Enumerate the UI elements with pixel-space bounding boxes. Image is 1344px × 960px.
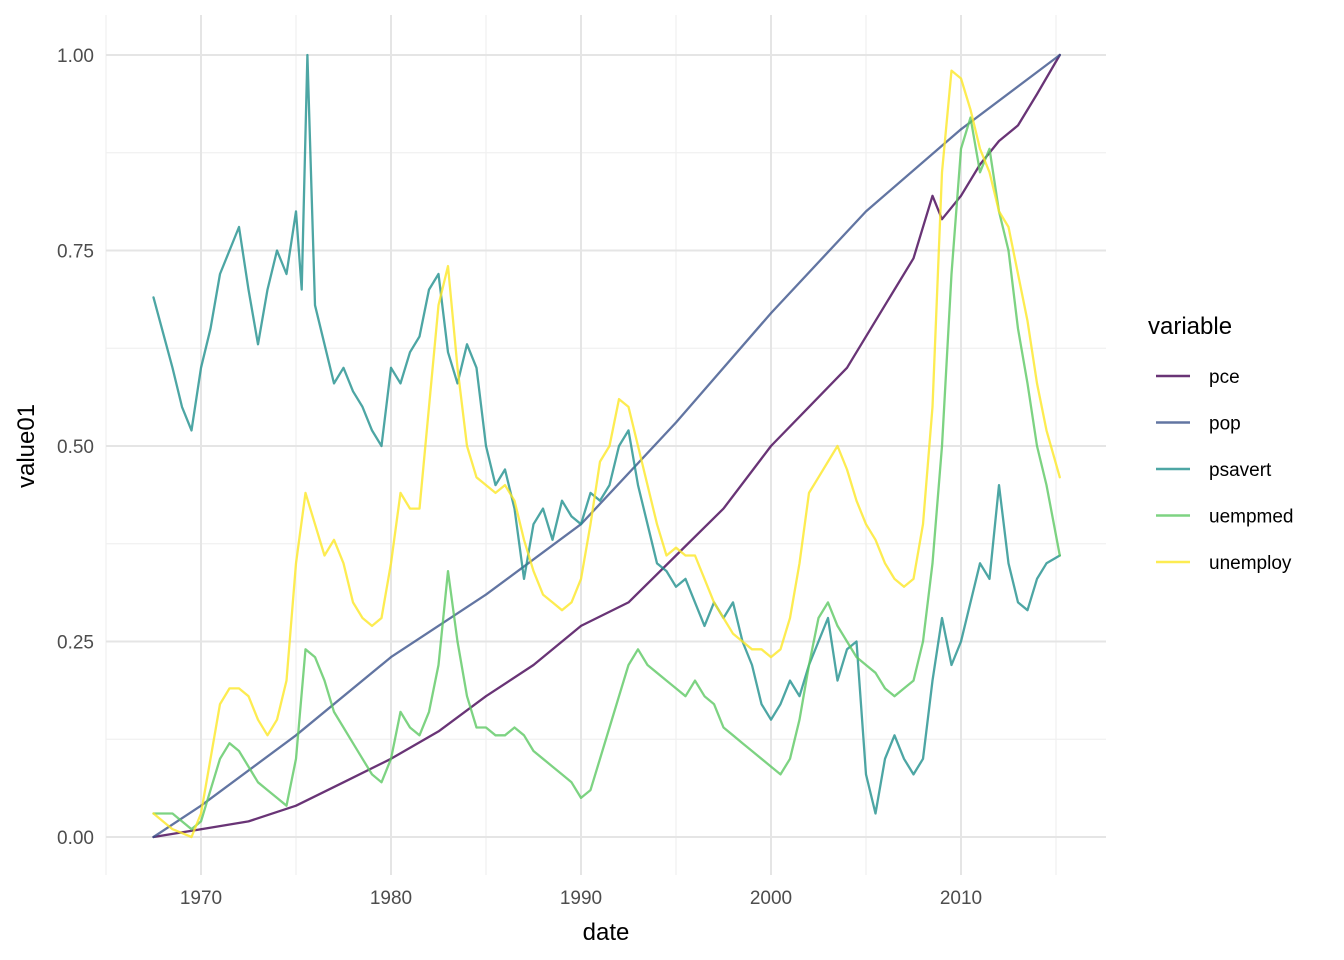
y-tick-label: 1.00 [57,46,94,67]
legend-label-pop: pop [1209,414,1241,435]
legend-items: pce pop psavert uempmed unemploy [1156,367,1294,574]
legend-label-psavert: psavert [1209,460,1272,481]
x-tick-label: 1990 [560,888,602,909]
legend-title: variable [1148,313,1232,340]
x-tick-label: 2000 [750,888,792,909]
y-tick-label: 0.50 [57,437,94,458]
series-line-psavert [152,53,1061,815]
y-tick-label: 0.00 [57,828,94,849]
series-line-uempmed [152,116,1061,831]
legend-label-unemploy: unemploy [1209,553,1292,574]
x-axis-ticks: 1970 1980 1990 2000 2010 [180,888,982,909]
y-axis-ticks: 0.00 0.25 0.50 0.75 1.00 [57,46,94,849]
x-tick-label: 1970 [180,888,222,909]
grid [105,15,1106,875]
y-tick-label: 0.75 [57,242,94,263]
x-tick-label: 1980 [370,888,412,909]
y-tick-label: 0.25 [57,633,94,654]
legend: variable pce pop psavert uempmed unemploy [1148,313,1294,574]
series-line-unemploy [152,69,1061,839]
legend-label-pce: pce [1209,367,1240,388]
series-line-pce [152,53,1061,839]
legend-label-uempmed: uempmed [1209,507,1294,528]
x-tick-label: 2010 [940,888,982,909]
y-axis-title: value01 [13,404,40,488]
series-lines [152,53,1061,839]
x-axis-title: date [583,919,630,946]
